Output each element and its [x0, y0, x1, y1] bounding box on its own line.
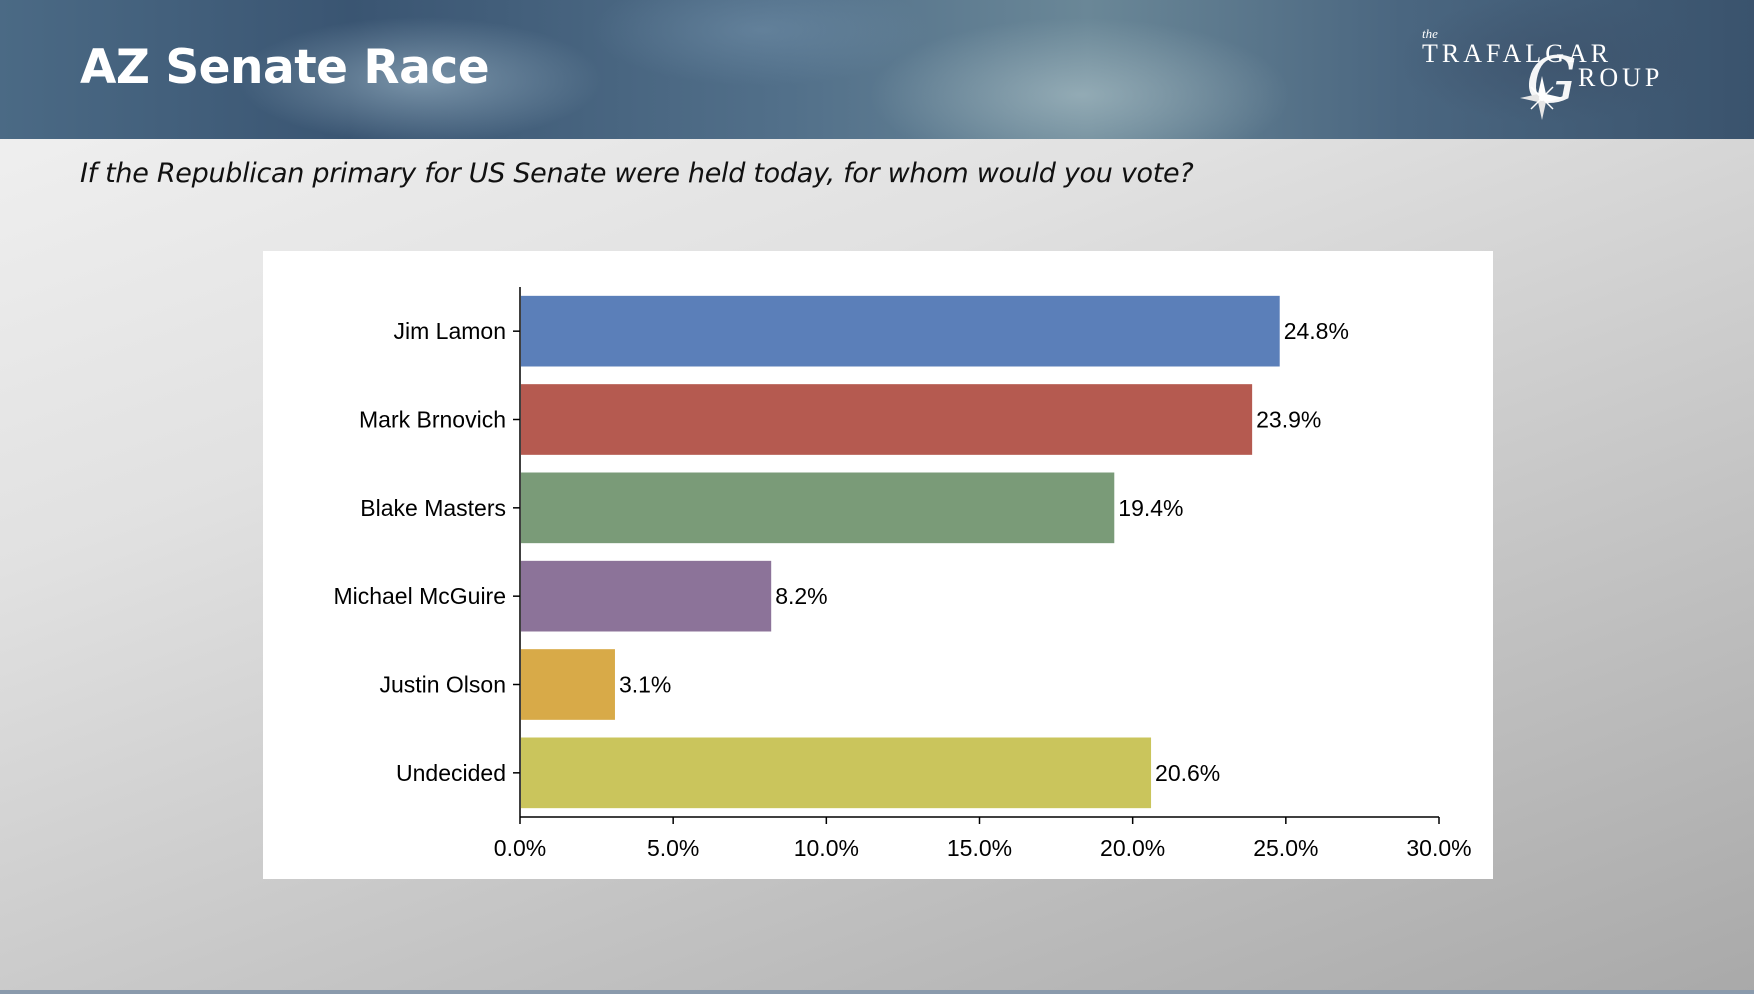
- category-label: Justin Olson: [379, 672, 506, 698]
- category-label: Michael McGuire: [333, 583, 506, 609]
- category-label: Blake Masters: [360, 495, 506, 521]
- bar: [521, 295, 1280, 367]
- bar-chart: Jim Lamon 24.8% Mark Brnovich 23.9% Blake Ma…: [333, 287, 1472, 861]
- bar: [521, 472, 1115, 544]
- survey-question: If the Republican primary for US Senate …: [80, 158, 1194, 189]
- logo-line2-text: ROUP: [1578, 63, 1663, 92]
- data-label: 3.1%: [619, 672, 671, 698]
- x-tick-label: 15.0%: [947, 835, 1012, 861]
- category-label: Mark Brnovich: [359, 407, 506, 433]
- x-tick-label: 5.0%: [647, 835, 699, 861]
- x-tick-label: 10.0%: [794, 835, 859, 861]
- slide-title: AZ Senate Race: [80, 40, 490, 95]
- data-label: 20.6%: [1155, 760, 1220, 786]
- x-tick-label: 25.0%: [1253, 835, 1318, 861]
- data-label: 19.4%: [1118, 495, 1183, 521]
- data-label: 23.9%: [1256, 407, 1321, 433]
- logo-line1-text: TRAFALGAR: [1422, 39, 1612, 68]
- trafalgar-group-logo: the TRAFALGAR G ROUP: [1422, 26, 1663, 120]
- category-label: Jim Lamon: [394, 318, 506, 344]
- bottom-rule: [0, 990, 1754, 994]
- bar: [521, 649, 615, 720]
- compass-rose-icon: [1520, 76, 1564, 120]
- category-label: Undecided: [396, 760, 506, 786]
- x-tick-label: 0.0%: [494, 835, 546, 861]
- data-label: 8.2%: [775, 583, 827, 609]
- data-label: 24.8%: [1284, 318, 1349, 344]
- logo-the-text: the: [1422, 26, 1438, 41]
- bar: [521, 384, 1253, 455]
- bar: [521, 737, 1152, 809]
- x-tick-label: 30.0%: [1406, 835, 1471, 861]
- chart-panel: Jim Lamon 24.8% Mark Brnovich 23.9% Blake Ma…: [263, 251, 1493, 879]
- bar: [521, 560, 772, 632]
- x-tick-label: 20.0%: [1100, 835, 1165, 861]
- header-banner: AZ Senate Race the TRAFALGAR G ROUP: [0, 0, 1754, 139]
